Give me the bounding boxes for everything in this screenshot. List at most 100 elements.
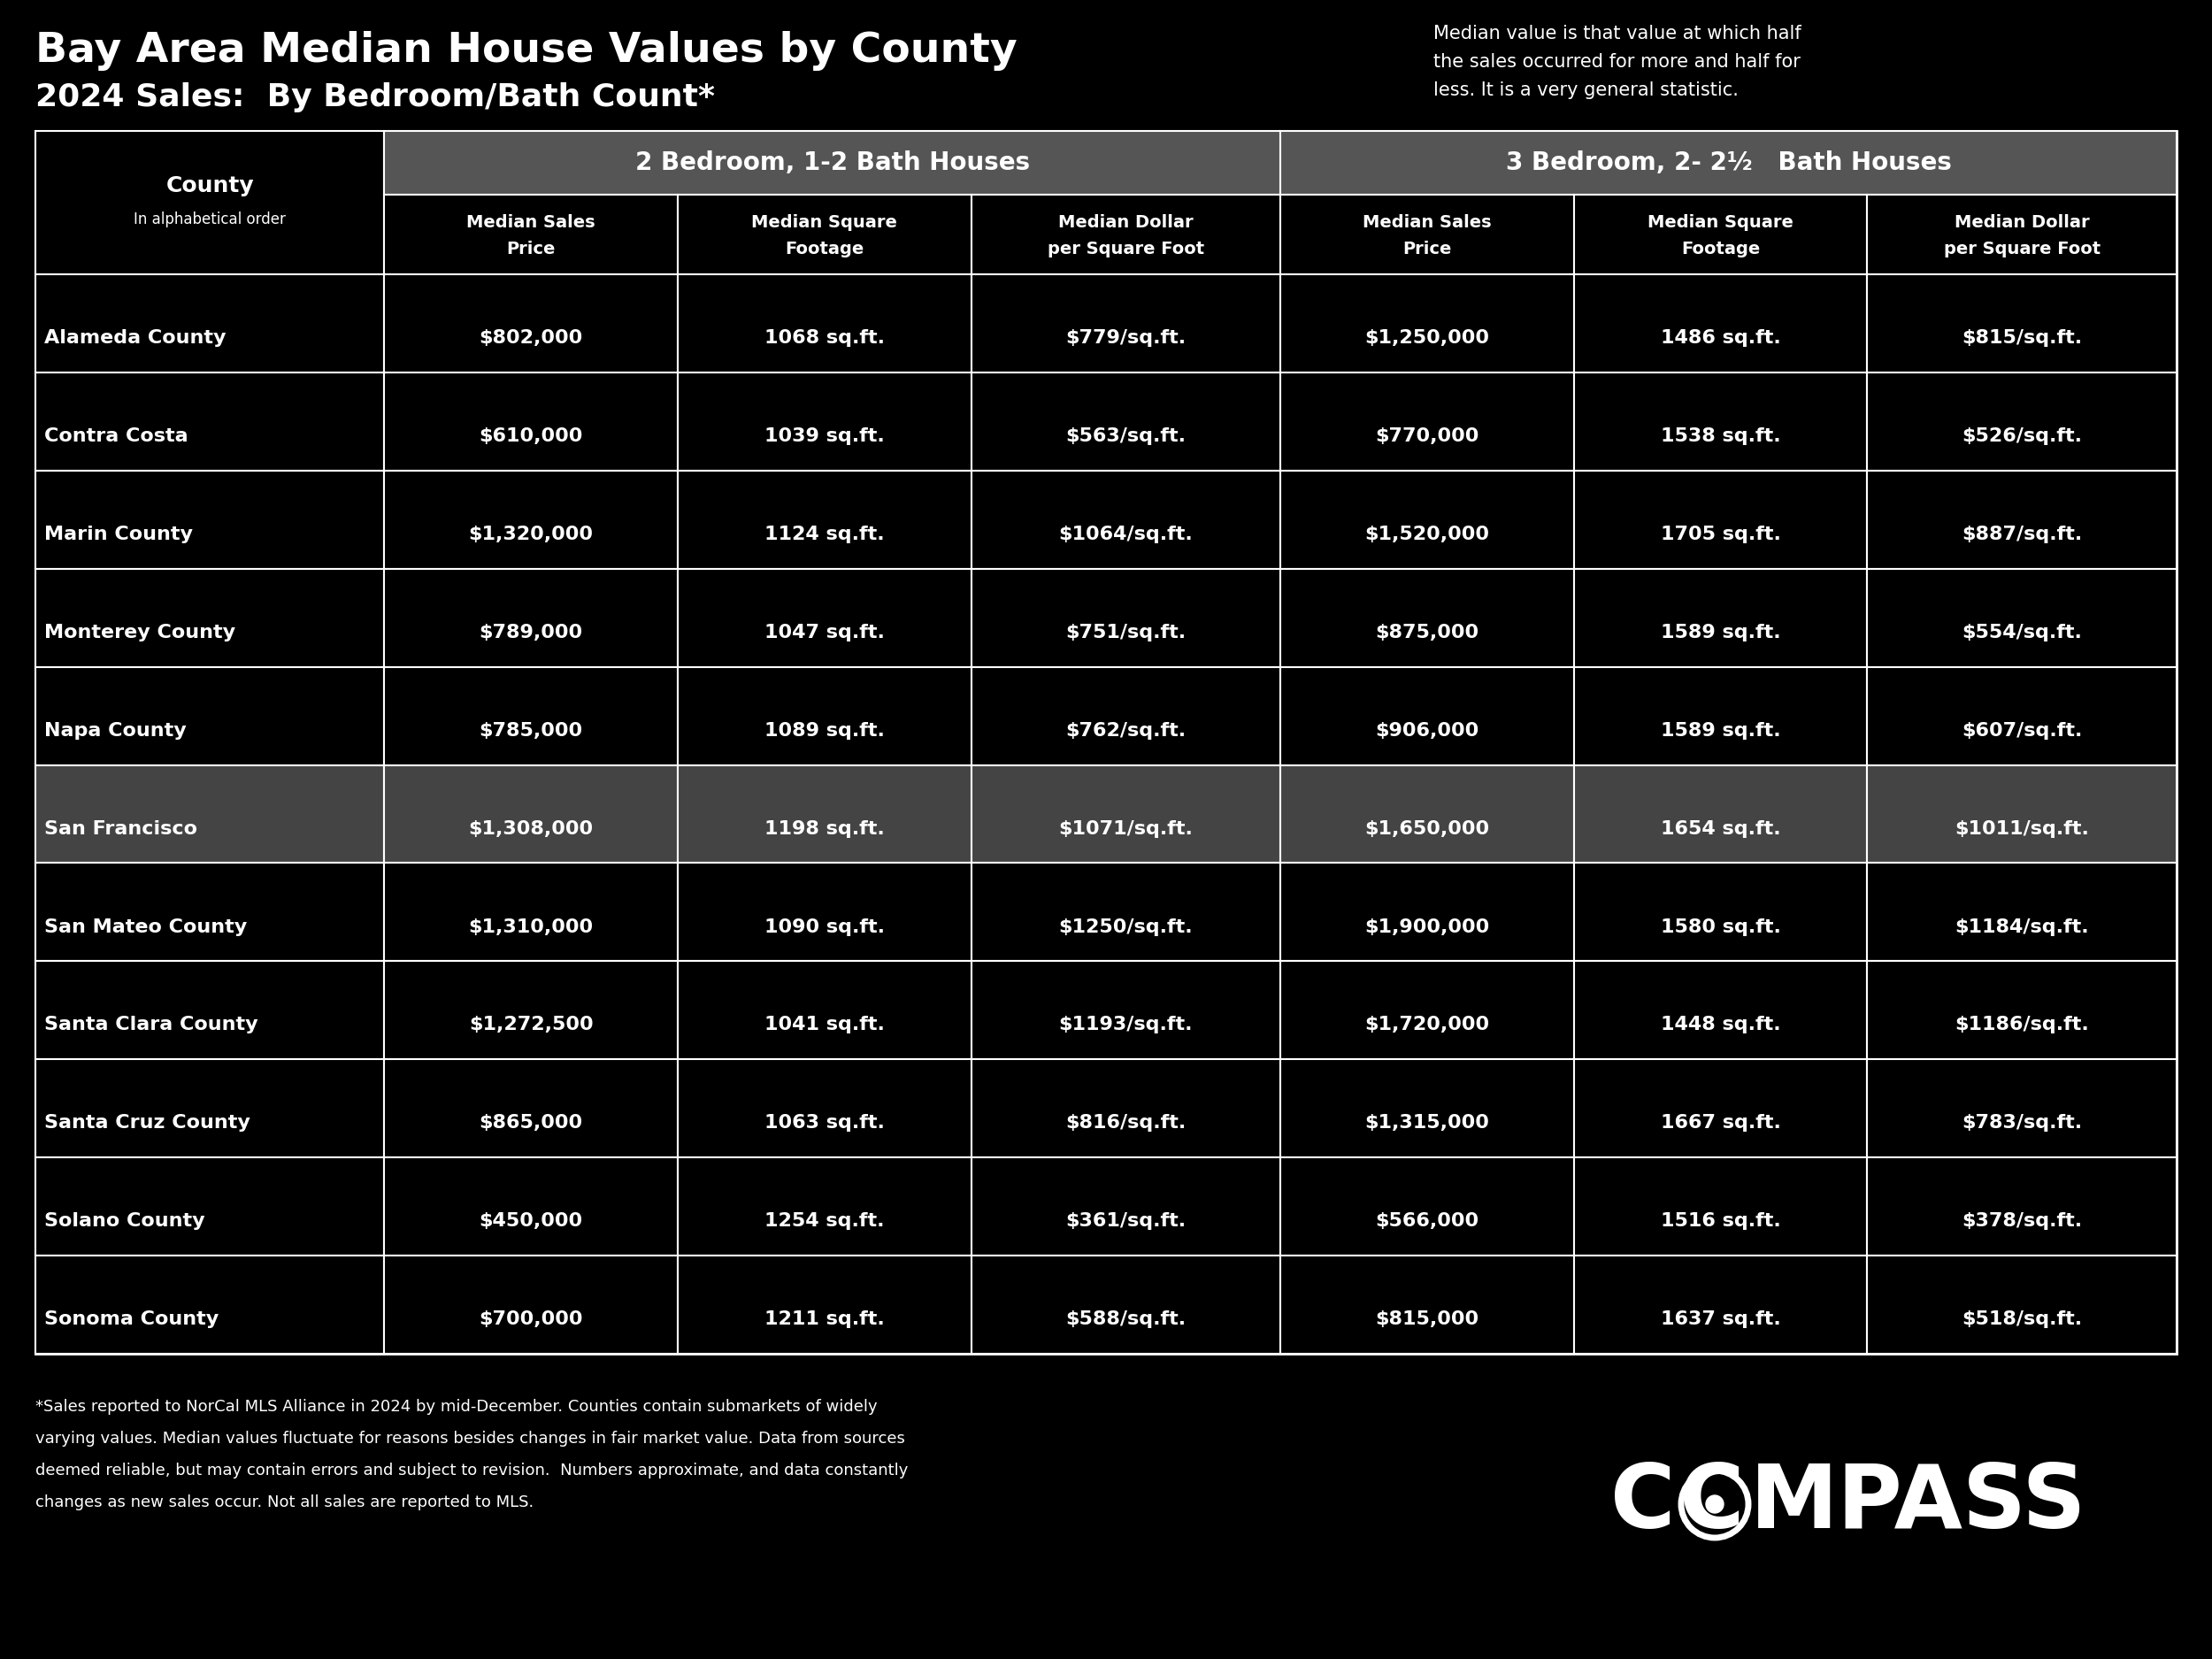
Bar xyxy=(35,1256,385,1354)
Bar xyxy=(1867,194,2177,274)
Text: per Square Foot: per Square Foot xyxy=(1048,241,1203,257)
Text: $815/sq.ft.: $815/sq.ft. xyxy=(1962,328,2081,347)
Text: 1068 sq.ft.: 1068 sq.ft. xyxy=(765,328,885,347)
Text: $1064/sq.ft.: $1064/sq.ft. xyxy=(1060,526,1192,542)
Text: San Francisco: San Francisco xyxy=(44,820,197,838)
Bar xyxy=(1575,569,1867,667)
Bar xyxy=(385,1256,677,1354)
Text: varying values. Median values fluctuate for reasons besides changes in fair mark: varying values. Median values fluctuate … xyxy=(35,1430,905,1447)
Bar xyxy=(1575,194,1867,274)
Bar xyxy=(677,569,971,667)
Bar xyxy=(971,274,1281,372)
Text: $526/sq.ft.: $526/sq.ft. xyxy=(1962,428,2081,445)
Text: Footage: Footage xyxy=(1681,241,1761,257)
Bar xyxy=(35,1158,385,1256)
Bar xyxy=(971,372,1281,471)
Text: $1,900,000: $1,900,000 xyxy=(1365,917,1489,936)
Bar xyxy=(971,569,1281,667)
Bar xyxy=(35,131,2177,1354)
Text: $887/sq.ft.: $887/sq.ft. xyxy=(1962,526,2081,542)
Text: $1186/sq.ft.: $1186/sq.ft. xyxy=(1955,1017,2088,1034)
Text: 1637 sq.ft.: 1637 sq.ft. xyxy=(1661,1311,1781,1329)
Text: $770,000: $770,000 xyxy=(1376,428,1480,445)
Text: $588/sq.ft.: $588/sq.ft. xyxy=(1066,1311,1186,1329)
Text: $1,272,500: $1,272,500 xyxy=(469,1017,593,1034)
Text: Median Dollar: Median Dollar xyxy=(1057,214,1192,231)
Text: Sonoma County: Sonoma County xyxy=(44,1311,219,1329)
Bar xyxy=(971,765,1281,863)
Bar xyxy=(385,471,677,569)
Text: $783/sq.ft.: $783/sq.ft. xyxy=(1962,1115,2081,1131)
Bar xyxy=(971,961,1281,1060)
Text: C: C xyxy=(1610,1462,1674,1548)
Bar xyxy=(1867,667,2177,765)
Text: $1,520,000: $1,520,000 xyxy=(1365,526,1489,542)
Text: $518/sq.ft.: $518/sq.ft. xyxy=(1962,1311,2081,1329)
Bar xyxy=(971,471,1281,569)
Bar xyxy=(1281,194,1575,274)
Bar xyxy=(1575,765,1867,863)
Text: changes as new sales occur. Not all sales are reported to MLS.: changes as new sales occur. Not all sale… xyxy=(35,1495,533,1510)
Bar xyxy=(971,667,1281,765)
Text: less. It is a very general statistic.: less. It is a very general statistic. xyxy=(1433,81,1739,100)
Text: $1193/sq.ft.: $1193/sq.ft. xyxy=(1060,1017,1192,1034)
Text: 1589 sq.ft.: 1589 sq.ft. xyxy=(1661,722,1781,740)
Bar xyxy=(1867,1256,2177,1354)
Text: *Sales reported to NorCal MLS Alliance in 2024 by mid-December. Counties contain: *Sales reported to NorCal MLS Alliance i… xyxy=(35,1399,878,1415)
Bar xyxy=(971,863,1281,961)
Bar xyxy=(385,569,677,667)
Bar xyxy=(971,1060,1281,1158)
Bar xyxy=(677,1256,971,1354)
Bar xyxy=(385,372,677,471)
Bar xyxy=(35,569,385,667)
Text: MPASS: MPASS xyxy=(1750,1462,2086,1548)
Text: Median Dollar: Median Dollar xyxy=(1955,214,2090,231)
Text: Price: Price xyxy=(507,241,555,257)
Text: deemed reliable, but may contain errors and subject to revision.  Numbers approx: deemed reliable, but may contain errors … xyxy=(35,1463,909,1478)
Text: 1580 sq.ft.: 1580 sq.ft. xyxy=(1661,917,1781,936)
Text: $700,000: $700,000 xyxy=(480,1311,584,1329)
Text: 1063 sq.ft.: 1063 sq.ft. xyxy=(765,1115,885,1131)
Bar xyxy=(1281,667,1575,765)
Bar xyxy=(1575,863,1867,961)
Text: 1448 sq.ft.: 1448 sq.ft. xyxy=(1661,1017,1781,1034)
Bar xyxy=(35,667,385,765)
Text: Napa County: Napa County xyxy=(44,722,186,740)
Text: Median value is that value at which half: Median value is that value at which half xyxy=(1433,25,1801,43)
Text: Santa Clara County: Santa Clara County xyxy=(44,1017,259,1034)
Text: 1589 sq.ft.: 1589 sq.ft. xyxy=(1661,624,1781,642)
Text: 1047 sq.ft.: 1047 sq.ft. xyxy=(765,624,885,642)
Text: Footage: Footage xyxy=(785,241,865,257)
Text: $566,000: $566,000 xyxy=(1376,1213,1480,1229)
Text: Monterey County: Monterey County xyxy=(44,624,234,642)
Bar xyxy=(1281,274,1575,372)
Text: 2024 Sales:  By Bedroom/Bath Count*: 2024 Sales: By Bedroom/Bath Count* xyxy=(35,83,714,113)
Bar xyxy=(35,131,385,274)
Bar xyxy=(385,194,677,274)
Bar xyxy=(677,961,971,1060)
Bar xyxy=(1281,471,1575,569)
Text: 1516 sq.ft.: 1516 sq.ft. xyxy=(1661,1213,1781,1229)
Bar xyxy=(677,471,971,569)
Text: $1,650,000: $1,650,000 xyxy=(1365,820,1489,838)
Bar xyxy=(677,372,971,471)
Text: $785,000: $785,000 xyxy=(480,722,582,740)
Text: 1089 sq.ft.: 1089 sq.ft. xyxy=(765,722,885,740)
Bar xyxy=(385,1060,677,1158)
Bar xyxy=(385,961,677,1060)
Text: $789,000: $789,000 xyxy=(480,624,582,642)
Text: the sales occurred for more and half for: the sales occurred for more and half for xyxy=(1433,53,1801,71)
Bar xyxy=(1867,569,2177,667)
Bar xyxy=(1575,471,1867,569)
Bar xyxy=(1575,1158,1867,1256)
Text: Marin County: Marin County xyxy=(44,526,192,542)
Bar xyxy=(677,1060,971,1158)
Bar xyxy=(1575,1256,1867,1354)
Text: $802,000: $802,000 xyxy=(480,328,584,347)
Bar xyxy=(35,961,385,1060)
Bar xyxy=(1867,863,2177,961)
Text: Median Square: Median Square xyxy=(752,214,898,231)
Bar xyxy=(35,274,385,372)
Text: 3 Bedroom, 2- 2½   Bath Houses: 3 Bedroom, 2- 2½ Bath Houses xyxy=(1506,151,1951,176)
Text: $1,310,000: $1,310,000 xyxy=(469,917,593,936)
